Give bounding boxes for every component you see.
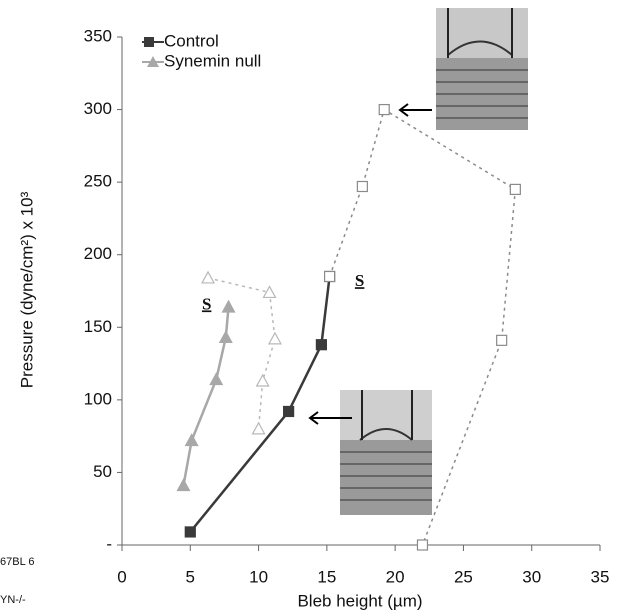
data-point [255,373,270,387]
y-tick-label: 250 [84,172,112,191]
y-tick-label: 200 [84,244,112,263]
x-tick-label: 10 [249,567,268,586]
inset-image-bottom [340,390,432,515]
annotation: S [355,271,364,290]
data-point [267,331,282,345]
x-tick-label: 15 [317,567,336,586]
data-point [496,334,508,346]
data-point [323,270,336,283]
legend-label: Control [164,31,219,50]
data-point [262,285,277,299]
y-tick-label: 350 [84,26,112,45]
data-point [209,372,224,386]
y-tick-label: - [106,534,112,553]
inset-image-top [436,8,528,130]
x-tick-label: 20 [386,567,405,586]
cropped-label: YN-/- [0,594,26,606]
x-tick-label: 0 [117,567,126,586]
data-point [416,539,429,551]
y-tick-label: 300 [84,99,112,118]
arrow [308,103,432,425]
y-tick-label: 100 [84,389,112,408]
series-line [189,276,331,533]
series-line [328,108,517,546]
series-line [207,277,276,429]
y-tick-label: 150 [84,317,112,336]
y-tick-label: 50 [93,462,112,481]
data-point [251,421,266,435]
data-point [509,183,521,195]
data-point [184,526,196,538]
x-tick-label: 5 [186,567,195,586]
data-point [283,405,295,418]
data-point [201,270,216,284]
cropped-label: 67BL 6 [0,556,34,568]
legend-marker [147,56,159,67]
data-point [378,103,390,116]
data-point [356,180,368,193]
series-line [182,306,230,486]
x-tick-label: 30 [522,567,541,586]
x-axis-label: Bleb height (µm) [297,591,422,610]
x-tick-label: 25 [454,567,473,586]
y-axis-label: Pressure (dyne/cm²) x 10³ [17,191,36,388]
data-point [184,433,199,447]
legend-label: Synemin null [164,51,261,70]
legend-marker [144,37,154,47]
data-point [176,478,191,492]
annotation: S [202,294,211,313]
data-point [221,299,236,313]
data-point [218,330,233,344]
data-point [315,339,327,351]
x-tick-label: 35 [591,567,610,586]
